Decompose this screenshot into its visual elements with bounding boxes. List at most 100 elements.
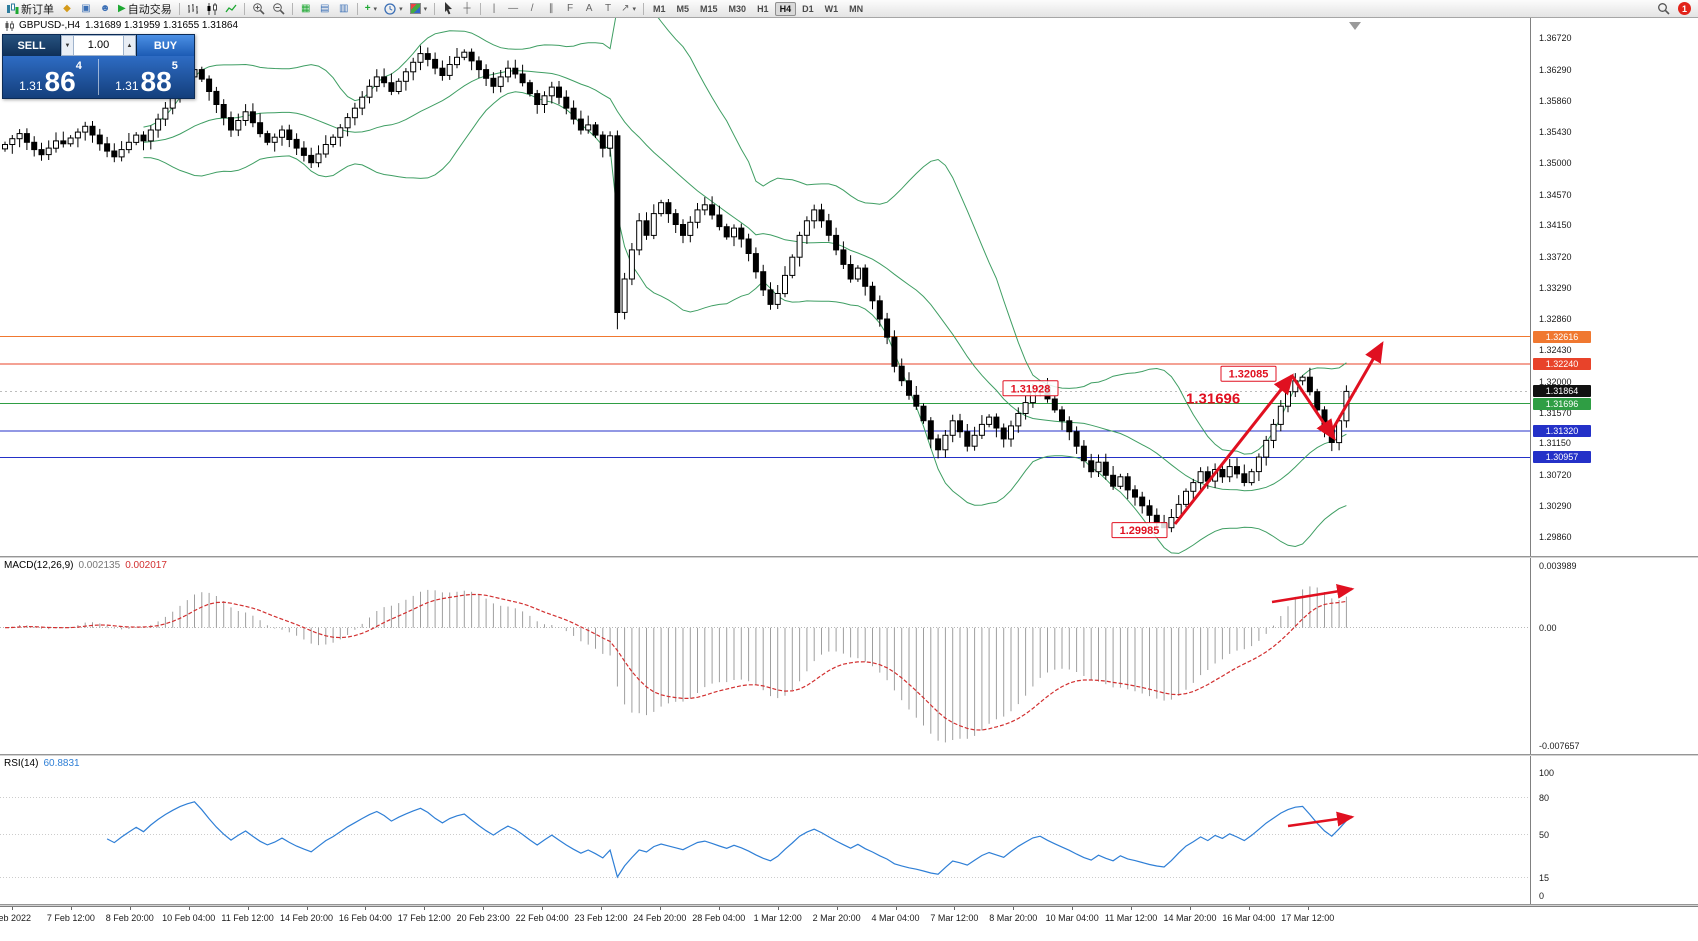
terminal-button[interactable]: ▣ <box>77 1 95 17</box>
rsi-chart[interactable] <box>0 756 1530 904</box>
chart-title-ohlc: 1.31689 1.31959 1.31655 1.31864 <box>85 20 239 31</box>
macd-panel[interactable]: MACD(12,26,9) 0.002135 0.002017 <box>0 558 1530 754</box>
price-tag: 1.32240 <box>1533 358 1591 371</box>
price-tick-label: 1.36290 <box>1539 64 1572 75</box>
time-label: 7 Mar 12:00 <box>930 913 979 923</box>
templates-palette-icon <box>409 3 421 14</box>
community-button[interactable]: ☻ <box>96 1 114 17</box>
crosshair-button[interactable]: ┼ <box>458 1 476 17</box>
bid-big-digits: 86 <box>44 65 76 97</box>
timeframe-m5-button[interactable]: M5 <box>676 3 690 14</box>
volume-up-button[interactable]: ▲ <box>123 35 136 56</box>
price-chart-panel[interactable]: GBPUSD-,H4 1.31689 1.31959 1.31655 1.318… <box>0 18 1530 556</box>
price-axis[interactable]: 1.36720 1.36290 1.35860 1.35430 1.35000 1.345… <box>1530 18 1698 556</box>
time-axis[interactable]: Feb 2022 7 Feb 12:00 8 Feb 20:00 10 Feb 04:… <box>0 906 1698 941</box>
timeframe-m1-button[interactable]: M1 <box>653 3 666 14</box>
time-label: 14 Feb 20:00 <box>279 913 334 923</box>
time-label: 22 Feb 04:00 <box>515 913 569 923</box>
buy-button[interactable]: BUY <box>136 35 194 56</box>
toolbar-separator <box>480 2 482 15</box>
panel-splitter[interactable] <box>0 754 1698 756</box>
price-tick-label: 1.34570 <box>1539 189 1572 200</box>
arrange-windows-icon: ▥ <box>338 2 349 14</box>
periods-button[interactable]: ▾ <box>381 1 406 17</box>
label-tool-button[interactable]: T <box>599 1 617 17</box>
timeframe-h1-button[interactable]: H1 <box>757 3 769 14</box>
sell-button[interactable]: SELL <box>3 35 61 56</box>
timeframe-w1-button[interactable]: W1 <box>824 3 839 14</box>
price-tick-label: 1.32430 <box>1539 345 1572 356</box>
candlestick-chart-button[interactable] <box>203 1 221 17</box>
macd-tick-label: 0.003989 <box>1539 561 1577 571</box>
chart-title-symbol: GBPUSD-,H4 <box>19 20 81 31</box>
rsi-tick-label: 100 <box>1539 768 1555 778</box>
vertical-line-button[interactable]: | <box>485 1 503 17</box>
panel-splitter[interactable] <box>0 904 1698 906</box>
time-label: 17 Feb 12:00 <box>397 913 451 923</box>
indicators-plus-icon: + <box>364 2 371 14</box>
time-label: 7 Feb 12:00 <box>46 913 95 923</box>
chart-title: GBPUSD-,H4 1.31689 1.31959 1.31655 1.318… <box>4 20 238 31</box>
trendline-icon: / <box>530 2 534 14</box>
terminal-icon: ▣ <box>81 2 91 14</box>
timeframe-h4-button[interactable]: H4 <box>774 1 797 16</box>
price-tick-label: 1.33290 <box>1539 282 1572 293</box>
chart-window: GBPUSD-,H4 1.31689 1.31959 1.31655 1.318… <box>0 18 1698 941</box>
price-tick-label: 1.29860 <box>1539 532 1572 543</box>
time-label: 20 Feb 23:00 <box>456 913 510 923</box>
svg-text:1.31928: 1.31928 <box>1011 383 1051 395</box>
bid-price[interactable]: 1.31 86 4 <box>3 56 98 98</box>
cascade-windows-button[interactable]: ▤ <box>316 1 334 17</box>
timeframe-d1-button[interactable]: D1 <box>802 3 814 14</box>
line-chart-button[interactable] <box>222 1 240 17</box>
templates-button[interactable]: ▾ <box>407 1 431 17</box>
new-order-label: 新订单 <box>21 3 54 16</box>
autotrading-button[interactable]: ▶ 自动交易 <box>115 1 175 17</box>
price-tick-label: 1.35430 <box>1539 127 1572 138</box>
macd-chart[interactable] <box>0 558 1530 754</box>
shapes-button[interactable]: ↗ ▾ <box>618 1 639 17</box>
fibonacci-button[interactable]: F <box>561 1 579 17</box>
candlestick-chart-icon <box>207 2 217 15</box>
volume-input[interactable]: 1.00 <box>74 35 123 56</box>
new-order-button[interactable]: 新订单 <box>3 1 57 17</box>
zoom-in-button[interactable] <box>249 1 268 17</box>
candlestick-chart[interactable]: 1.31928 1.32085 1.31696 1.29985 <box>0 18 1530 556</box>
timeframe-mn-button[interactable]: MN <box>849 3 864 14</box>
zoom-out-button[interactable] <box>269 1 288 17</box>
price-tag: 1.32616 <box>1533 330 1591 343</box>
rsi-axis[interactable]: 100 80 50 15 0 <box>1530 756 1698 904</box>
metaeditor-button[interactable]: ◆ <box>58 1 76 17</box>
macd-axis[interactable]: 0.003989 0.00 -0.007657 <box>1530 558 1698 754</box>
label-tool-icon: T <box>605 2 612 14</box>
price-tick-label: 1.30290 <box>1539 500 1572 511</box>
search-icon <box>1658 3 1670 15</box>
volume-down-button[interactable]: ▼ <box>61 35 74 56</box>
timeframe-m15-button[interactable]: M15 <box>700 3 718 14</box>
timeframe-m30-button[interactable]: M30 <box>728 3 747 14</box>
indicators-button[interactable]: + ▾ <box>362 1 380 17</box>
panel-splitter[interactable] <box>0 556 1698 558</box>
line-chart-icon <box>225 4 237 12</box>
search-button[interactable] <box>1654 1 1673 17</box>
arrange-windows-button[interactable]: ▥ <box>335 1 353 17</box>
ask-price[interactable]: 1.31 88 5 <box>99 56 194 98</box>
trendline-button[interactable]: / <box>523 1 541 17</box>
price-tick-label: 1.36720 <box>1539 33 1572 44</box>
bar-chart-button[interactable] <box>184 1 202 17</box>
notification-badge[interactable]: 1 <box>1678 2 1691 15</box>
cursor-button[interactable] <box>439 1 457 17</box>
text-tool-button[interactable]: A <box>580 1 598 17</box>
main-toolbar: 新订单 ◆ ▣ ☻ ▶ 自动交易 ▦ ▤ ▥ + ▾ ▾ ▾ ┼ | — / ∥ … <box>0 0 1698 18</box>
bar-chart-icon <box>187 3 198 14</box>
horizontal-line-button[interactable]: — <box>504 1 522 17</box>
channel-button[interactable]: ∥ <box>542 1 560 17</box>
trade-controls-row: SELL ▼ 1.00 ▲ BUY <box>3 35 194 56</box>
price-tick-label: 1.35860 <box>1539 95 1572 106</box>
zoom-in-icon <box>252 3 265 15</box>
tile-windows-button[interactable]: ▦ <box>297 1 315 17</box>
rsi-panel[interactable]: RSI(14) 60.8831 <box>0 756 1530 904</box>
clock-icon <box>384 2 396 15</box>
tile-windows-icon: ▦ <box>300 2 311 14</box>
